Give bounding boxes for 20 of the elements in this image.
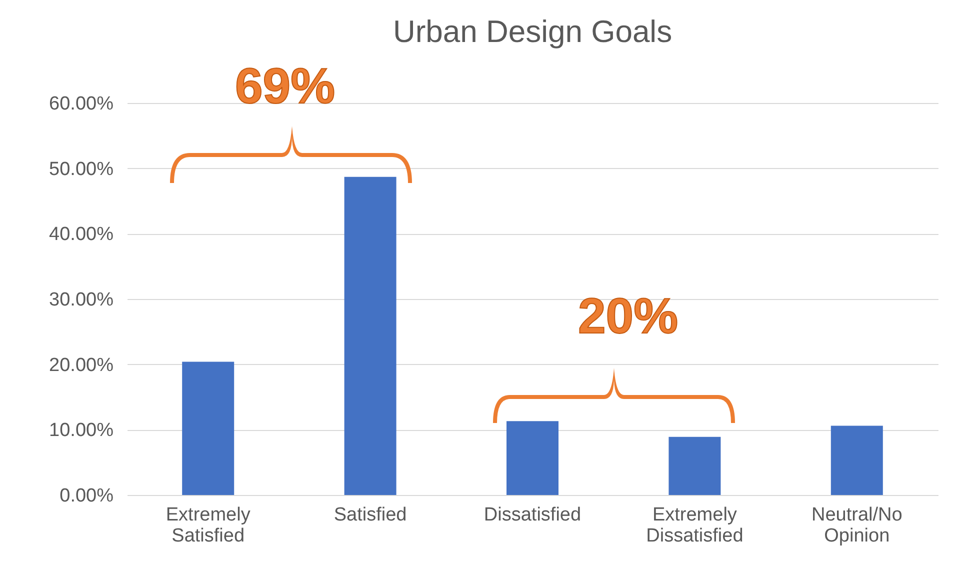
annotation: 69% (234, 58, 336, 114)
y-tick-label: 20.00% (49, 354, 114, 376)
bar (668, 436, 721, 495)
y-tick-label: 10.00% (49, 420, 114, 442)
y-tick-label: 30.00% (49, 290, 114, 310)
y-tick-label: 50.00% (49, 158, 114, 180)
bar (182, 362, 234, 495)
chart-title: Urban Design Goals (392, 14, 672, 49)
y-tick-label: 60.00% (49, 94, 114, 114)
bar (830, 426, 883, 495)
x-tick-label: Satisfied (334, 504, 407, 526)
x-tick-label: Extremely Dissatisfied (646, 504, 744, 546)
x-tick-label: Extremely Satisfied (166, 504, 251, 546)
bar (344, 176, 396, 495)
x-tick-label: Dissatisfied (484, 504, 582, 526)
y-tick-label: 0.00% (60, 486, 114, 506)
y-tick-label: 40.00% (49, 224, 114, 246)
x-tick-label: Neutral/No Opinion (811, 504, 902, 546)
bar (506, 421, 558, 495)
annotation: 20% (578, 288, 678, 344)
